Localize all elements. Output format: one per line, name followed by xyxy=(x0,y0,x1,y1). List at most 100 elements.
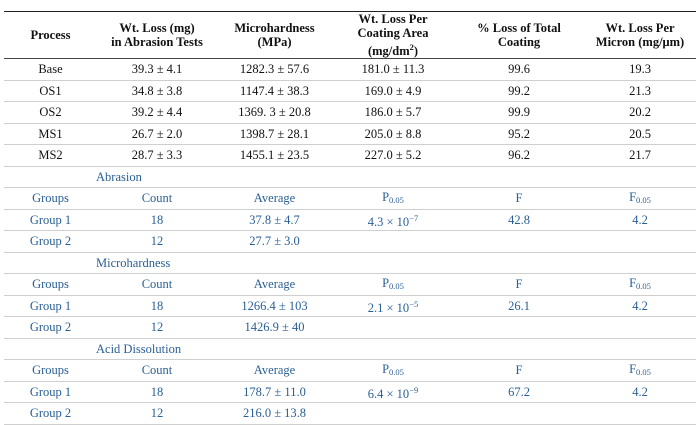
header-pct-line2: Coating xyxy=(497,35,541,49)
section-title-row: Abrasion xyxy=(4,166,696,188)
stats-header-f: F xyxy=(454,187,584,210)
header-per-area-unit: (mg/dm xyxy=(367,44,410,58)
wt-loss-cell: 39.3 ± 4.1 xyxy=(97,58,217,81)
group-count-cell: 12 xyxy=(97,230,217,253)
group-name-cell: Group 2 xyxy=(4,316,97,339)
stats-header-p-sub: 0.05 xyxy=(389,280,404,291)
header-process: Process xyxy=(4,11,97,59)
microhardness-cell: 1147.4 ± 38.3 xyxy=(217,80,332,102)
table-row: Group 2 12 1426.9 ± 40 xyxy=(4,316,696,339)
per-area-cell: 169.0 ± 4.9 xyxy=(332,80,454,102)
p-value-exponent: −5 xyxy=(409,298,419,309)
group-p-cell: 2.1 × 10−5 xyxy=(332,295,454,317)
table-row: Group 1 18 178.7 ± 11.0 6.4 × 10−9 67.2 … xyxy=(4,381,696,403)
table-row: MS2 28.7 ± 3.3 1455.1 ± 23.5 227.0 ± 5.2… xyxy=(4,144,696,167)
header-microhardness: Microhardness (MPa) xyxy=(217,11,332,59)
process-cell: OS2 xyxy=(4,101,97,124)
stats-header-p-base: P xyxy=(382,275,390,290)
section-title-abrasion: Abrasion xyxy=(4,166,696,188)
section-title-microhardness: Microhardness xyxy=(4,252,696,274)
stats-header-groups: Groups xyxy=(4,187,97,210)
table-row: Group 2 12 216.0 ± 13.8 xyxy=(4,402,696,425)
p-value-exponent: −7 xyxy=(409,212,419,223)
stats-header-groups: Groups xyxy=(4,273,97,296)
group-f-cell: 26.1 xyxy=(454,295,584,317)
table-row: Base 39.3 ± 4.1 1282.3 ± 57.6 181.0 ± 11… xyxy=(4,58,696,81)
empty-cell xyxy=(584,230,696,253)
stats-header-p-base: P xyxy=(382,361,390,376)
stats-header-p: P0.05 xyxy=(332,273,454,296)
header-pct-line1: % Loss of Total xyxy=(477,21,561,35)
group-f-cell: 67.2 xyxy=(454,381,584,403)
table-row: OS1 34.8 ± 3.8 1147.4 ± 38.3 169.0 ± 4.9… xyxy=(4,80,696,102)
wt-loss-cell: 26.7 ± 2.0 xyxy=(97,123,217,145)
empty-cell xyxy=(332,316,454,339)
table-row: OS2 39.2 ± 4.4 1369. 3 ± 20.8 186.0 ± 5.… xyxy=(4,101,696,124)
pct-loss-cell: 99.9 xyxy=(454,101,584,124)
stats-header-fcrit-sub: 0.05 xyxy=(636,366,651,377)
stats-header-fcrit-sub: 0.05 xyxy=(636,280,651,291)
stats-header-f: F xyxy=(454,273,584,296)
wt-loss-cell: 39.2 ± 4.4 xyxy=(97,101,217,124)
process-cell: OS1 xyxy=(4,80,97,102)
group-p-cell: 6.4 × 10−9 xyxy=(332,381,454,403)
results-table: Process Wt. Loss (mg) in Abrasion Tests M… xyxy=(4,11,696,425)
table-row: Group 1 18 37.8 ± 4.7 4.3 × 10−7 42.8 4.… xyxy=(4,209,696,231)
group-average-cell: 1426.9 ± 40 xyxy=(217,316,332,339)
per-area-cell: 227.0 ± 5.2 xyxy=(332,144,454,167)
table-row: Group 2 12 27.7 ± 3.0 xyxy=(4,230,696,253)
header-per-area-line2: Coating Area xyxy=(357,26,429,40)
group-count-cell: 18 xyxy=(97,209,217,231)
stats-header-p: P0.05 xyxy=(332,187,454,210)
header-wt-loss-line2: in Abrasion Tests xyxy=(111,35,203,49)
group-count-cell: 18 xyxy=(97,381,217,403)
process-cell: MS1 xyxy=(4,123,97,145)
group-count-cell: 18 xyxy=(97,295,217,317)
group-name-cell: Group 2 xyxy=(4,230,97,253)
empty-cell xyxy=(584,316,696,339)
group-count-cell: 12 xyxy=(97,316,217,339)
header-micro-line1: Microhardness xyxy=(234,21,315,35)
wt-loss-cell: 34.8 ± 3.8 xyxy=(97,80,217,102)
p-value-exponent: −9 xyxy=(409,384,419,395)
per-micron-cell: 21.7 xyxy=(584,144,696,167)
p-value-base: 2.1 × 10 xyxy=(367,300,410,315)
stats-header-fcrit-base: F xyxy=(629,189,637,204)
header-per-micron: Wt. Loss Per Micron (mg/μm) xyxy=(584,11,696,59)
stats-header-fcrit-sub: 0.05 xyxy=(636,194,651,205)
header-per-area-sup: 2 xyxy=(409,42,414,52)
stats-header-average: Average xyxy=(217,187,332,210)
stats-header-p-sub: 0.05 xyxy=(389,366,404,377)
microhardness-cell: 1282.3 ± 57.6 xyxy=(217,58,332,81)
table-header-row: Process Wt. Loss (mg) in Abrasion Tests M… xyxy=(4,11,696,59)
microhardness-cell: 1398.7 ± 28.1 xyxy=(217,123,332,145)
header-per-area-line1: Wt. Loss Per xyxy=(358,12,428,26)
stats-header-count: Count xyxy=(97,359,217,382)
section-title-row: Microhardness xyxy=(4,252,696,274)
per-micron-cell: 21.3 xyxy=(584,80,696,102)
per-micron-cell: 20.2 xyxy=(584,101,696,124)
table-row: Group 1 18 1266.4 ± 103 2.1 × 10−5 26.1 … xyxy=(4,295,696,317)
p-value-base: 4.3 × 10 xyxy=(367,214,410,229)
stats-header-fcrit-base: F xyxy=(629,361,637,376)
empty-cell xyxy=(454,402,584,425)
stats-header-p-sub: 0.05 xyxy=(389,194,404,205)
header-per-micron-line2: Micron (mg/μm) xyxy=(595,35,685,49)
group-name-cell: Group 1 xyxy=(4,381,97,403)
header-wt-loss: Wt. Loss (mg) in Abrasion Tests xyxy=(97,11,217,59)
empty-cell xyxy=(332,230,454,253)
stats-header-p: P0.05 xyxy=(332,359,454,382)
microhardness-cell: 1369. 3 ± 20.8 xyxy=(217,101,332,124)
stats-header-fcrit: F0.05 xyxy=(584,273,696,296)
header-pct-loss: % Loss of Total Coating xyxy=(454,11,584,59)
stats-header-fcrit-base: F xyxy=(629,275,637,290)
stats-header-row: Groups Count Average P0.05 F F0.05 xyxy=(4,273,696,296)
group-name-cell: Group 1 xyxy=(4,295,97,317)
stats-header-average: Average xyxy=(217,359,332,382)
group-average-cell: 178.7 ± 11.0 xyxy=(217,381,332,403)
empty-cell xyxy=(584,402,696,425)
section-title-acid-dissolution: Acid Dissolution xyxy=(4,338,696,360)
stats-header-count: Count xyxy=(97,187,217,210)
group-name-cell: Group 2 xyxy=(4,402,97,425)
